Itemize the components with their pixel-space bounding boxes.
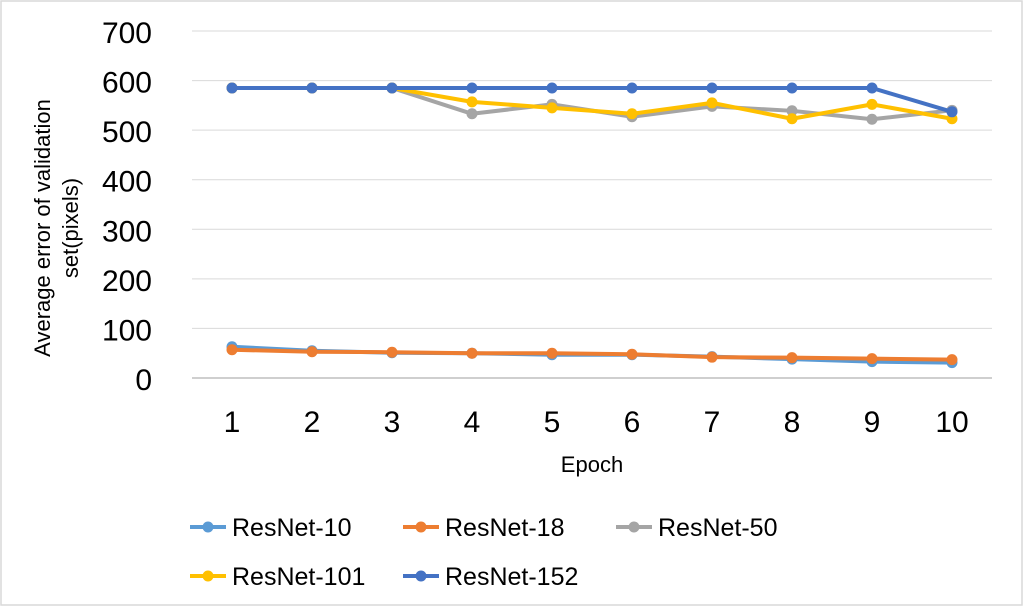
y-axis-title: Average error of validation set(pixels) xyxy=(30,99,83,357)
data-point xyxy=(226,344,238,356)
data-point xyxy=(786,82,798,94)
x-tick-label: 7 xyxy=(704,406,721,439)
data-point xyxy=(626,348,638,360)
data-point xyxy=(306,346,318,358)
x-tick-label: 5 xyxy=(544,406,561,439)
data-point xyxy=(466,347,478,359)
y-tick-label: 600 xyxy=(102,67,152,100)
data-point xyxy=(866,353,878,365)
legend-marker xyxy=(415,570,427,582)
data-point xyxy=(546,102,558,114)
data-point xyxy=(546,347,558,359)
data-point xyxy=(706,351,718,363)
data-point xyxy=(546,82,558,94)
data-point xyxy=(386,82,398,94)
data-point xyxy=(946,354,958,366)
data-point xyxy=(466,108,478,120)
data-point xyxy=(866,113,878,125)
y-tick-label: 500 xyxy=(102,116,152,149)
y-tick-label: 0 xyxy=(135,364,152,397)
y-axis-title-line-2: set(pixels) xyxy=(58,178,83,278)
x-tick-label: 4 xyxy=(464,406,481,439)
data-point xyxy=(306,82,318,94)
series-line xyxy=(230,347,954,362)
legend: ResNet-10 ResNet-18 ResNet-50 ResNet-101 Res… xyxy=(190,514,778,591)
x-tick-label: 2 xyxy=(304,406,321,439)
data-point xyxy=(706,97,718,109)
x-tick-label: 9 xyxy=(864,406,881,439)
gridlines xyxy=(192,30,992,379)
data-point xyxy=(786,113,798,125)
legend-label: ResNet-152 xyxy=(445,563,578,591)
legend-entry: ResNet-50 xyxy=(616,514,778,542)
legend-label: ResNet-101 xyxy=(232,563,365,591)
legend-entry: ResNet-152 xyxy=(403,563,578,591)
legend-entry: ResNet-10 xyxy=(190,514,352,542)
series-resnet-152 xyxy=(226,82,958,118)
data-point xyxy=(786,105,798,117)
y-axis-title-line-1: Average error of validation xyxy=(30,99,55,357)
data-point xyxy=(706,82,718,94)
series-line xyxy=(230,86,954,114)
data-point xyxy=(946,106,958,118)
x-tick-label: 3 xyxy=(384,406,401,439)
legend-marker xyxy=(415,521,427,533)
data-point xyxy=(786,352,798,364)
data-point xyxy=(466,96,478,108)
data-point xyxy=(386,346,398,358)
x-tick-label: 10 xyxy=(935,406,968,439)
series-resnet-18 xyxy=(226,344,958,366)
y-tick-label: 200 xyxy=(102,265,152,298)
x-tick-label: 6 xyxy=(624,406,641,439)
legend-marker xyxy=(202,570,214,582)
y-tick-label: 300 xyxy=(102,215,152,248)
data-point xyxy=(466,82,478,94)
x-axis-title: Epoch xyxy=(561,452,623,477)
y-axis: 0 100 200 300 400 500 600 700 xyxy=(102,17,152,397)
x-axis: 1 2 3 4 5 6 7 8 9 10 xyxy=(224,406,969,439)
series-group xyxy=(226,82,958,369)
x-tick-label: 1 xyxy=(224,406,241,439)
legend-entry: ResNet-101 xyxy=(190,563,365,591)
legend-marker xyxy=(202,521,214,533)
legend-label: ResNet-18 xyxy=(445,514,565,542)
y-tick-label: 400 xyxy=(102,166,152,199)
legend-entry: ResNet-18 xyxy=(403,514,565,542)
data-point xyxy=(866,98,878,110)
data-point xyxy=(626,82,638,94)
x-tick-label: 8 xyxy=(784,406,801,439)
legend-label: ResNet-10 xyxy=(232,514,352,542)
legend-marker xyxy=(628,521,640,533)
y-tick-label: 100 xyxy=(102,314,152,347)
data-point xyxy=(866,82,878,94)
legend-label: ResNet-50 xyxy=(658,514,778,542)
data-point xyxy=(226,82,238,94)
y-tick-label: 700 xyxy=(102,17,152,50)
data-point xyxy=(626,108,638,120)
